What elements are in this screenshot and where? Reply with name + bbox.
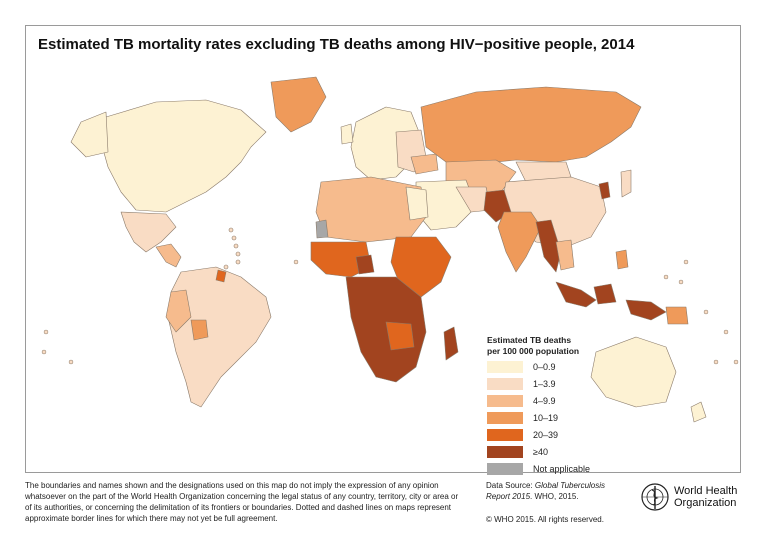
map-frame: [25, 25, 741, 473]
country-zimbabwe-region: [385, 321, 415, 351]
country-madagascar: [443, 326, 459, 361]
source-report: Global Tuberculosis Report 2015: [486, 481, 606, 501]
legend-item: 10–19: [487, 411, 637, 425]
legend-swatch: [487, 412, 523, 424]
legend-swatch: [487, 463, 523, 475]
country-bolivia: [190, 319, 209, 341]
who-logo: World Health Organization: [640, 482, 737, 512]
legend-swatch: [487, 378, 523, 390]
copyright-text: © WHO 2015. All rights reserved.: [486, 515, 604, 524]
country-indonesia-east: [625, 299, 667, 321]
legend-label: 4–9.9: [533, 396, 556, 406]
country-thailand-region: [555, 239, 575, 271]
legend-label: 0–0.9: [533, 362, 556, 372]
country-dprk: [598, 181, 611, 200]
country-ukraine: [410, 153, 439, 175]
country-borneo: [593, 283, 617, 305]
legend-label: 20–39: [533, 430, 559, 440]
legend-item: ≥40: [487, 445, 637, 459]
country-peru-region: [165, 289, 192, 333]
legend-title-line1: Estimated TB deaths: [487, 335, 572, 345]
region-east-africa: [390, 236, 452, 298]
country-japan: [620, 169, 632, 198]
legend-item: 0–0.9: [487, 360, 637, 374]
country-egypt: [405, 186, 429, 221]
country-new-zealand: [690, 401, 707, 423]
country-sahara-west: [315, 219, 329, 239]
legend-swatch: [487, 429, 523, 441]
caribbean-islands: [223, 227, 241, 270]
country-alaska: [70, 111, 109, 158]
country-russia: [420, 86, 642, 165]
country-india: [497, 211, 542, 273]
country-mexico: [120, 211, 177, 253]
pacific-islands: [41, 259, 739, 365]
country-myanmar-region: [535, 219, 562, 273]
source-prefix: Data Source:: [486, 481, 535, 490]
legend-item: 4–9.9: [487, 394, 637, 408]
country-brazil-region: [167, 266, 272, 408]
legend-label: 10–19: [533, 413, 559, 423]
legend-label: 1–3.9: [533, 379, 556, 389]
who-name-line2: Organization: [674, 497, 737, 509]
country-australia: [590, 336, 677, 408]
country-canada-usa: [100, 99, 267, 213]
legend-swatch: [487, 361, 523, 373]
data-source: Data Source: Global Tuberculosis Report …: [486, 480, 626, 502]
region-central-america: [155, 243, 182, 268]
legend-swatch: [487, 395, 523, 407]
legend-item: 1–3.9: [487, 377, 637, 391]
who-emblem-icon: [641, 483, 669, 511]
country-uk: [340, 123, 354, 145]
region-central-africa: [345, 276, 427, 383]
legend-items: 0–0.9 1–3.9 4–9.9 10–19 20–39 ≥40 Not applicab…: [487, 360, 637, 476]
legend-swatch: [487, 446, 523, 458]
disclaimer-text: The boundaries and names shown and the d…: [25, 481, 459, 523]
legend-label: ≥40: [533, 447, 548, 457]
legend-title-line2: per 100 000 population: [487, 346, 580, 356]
source-suffix: . WHO, 2015.: [530, 492, 579, 501]
world-map: [41, 76, 739, 423]
country-guyana: [215, 269, 227, 283]
legend-label: Not applicable: [533, 464, 591, 474]
map-title: Estimated TB mortality rates excluding T…: [38, 36, 635, 53]
country-nigeria: [355, 254, 375, 275]
legend-item: Not applicable: [487, 462, 637, 476]
legend-item: 20–39: [487, 428, 637, 442]
map-legend: Estimated TB deaths per 100 000 populati…: [487, 335, 637, 476]
country-png: [665, 306, 689, 325]
who-name-line1: World Health: [674, 485, 738, 497]
country-greenland: [270, 76, 327, 133]
country-indonesia: [555, 281, 597, 308]
country-philippines: [615, 249, 629, 270]
